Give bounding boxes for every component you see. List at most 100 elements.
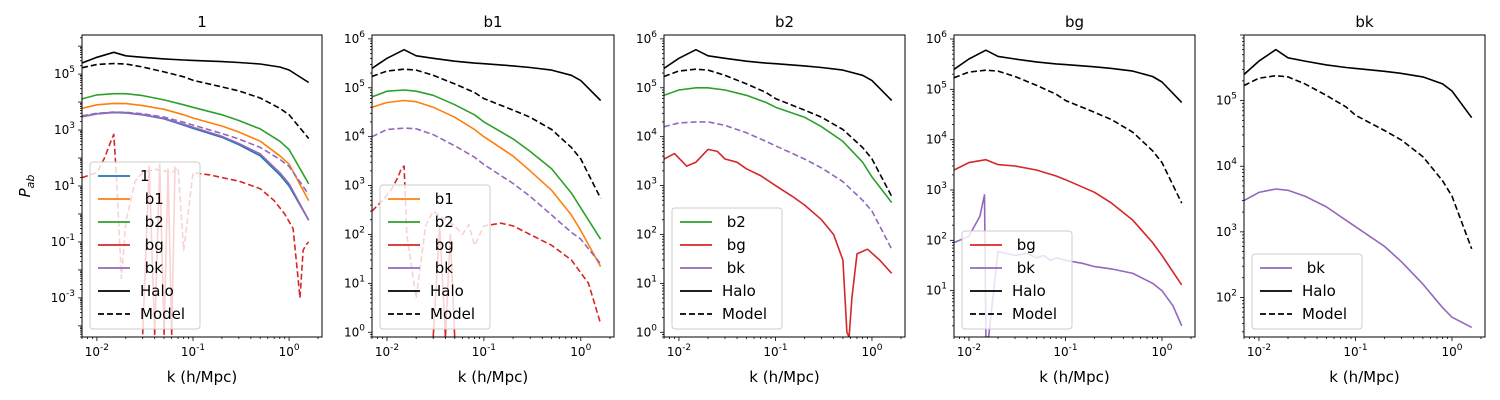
series-line-bk (1244, 188, 1473, 329)
y-tick-label: 105 (344, 79, 365, 95)
legend-box (961, 230, 1073, 330)
panel-3: 101 102 103 104 105 106 10-2 10-1 100 bg k (h/Mpc)… (926, 13, 1196, 386)
x-axis-label: k (h/Mpc) (458, 368, 528, 386)
y-tick-label: 102 (636, 225, 657, 241)
series-line-Halo-dashed (82, 62, 310, 140)
legend-label: b2 (140, 213, 164, 231)
x-tick-label: 10-1 (472, 343, 496, 359)
series-line-bg-dashed (82, 133, 310, 299)
x-axis-label: k (h/Mpc) (749, 368, 819, 386)
series-line-b2 (82, 92, 310, 185)
y-tick-label: 104 (344, 128, 365, 144)
series-line-Halo (954, 49, 1183, 103)
x-axis-label: k (h/Mpc) (1329, 368, 1399, 386)
series-line-bg (954, 158, 1183, 286)
y-tick-label: 106 (344, 30, 365, 46)
x-tick-label: 10-2 (667, 343, 691, 359)
legend-label: b1 (430, 190, 454, 208)
legend-label: b2 (430, 213, 454, 231)
legend-label: bk (1302, 259, 1325, 277)
y-tick-label: 103 (1216, 223, 1237, 239)
x-tick-label: 10-2 (1247, 343, 1271, 359)
x-tick-label: 10-1 (181, 343, 205, 359)
y-tick-label: 102 (344, 225, 365, 241)
y-axis-label: Pab (16, 175, 37, 198)
panel-2: 100 101 102 103 104 105 106 10-2 10-1 100 b2 k (h/M… (636, 13, 906, 386)
y-tick-label: 105 (636, 79, 657, 95)
y-tick-label: 104 (1216, 157, 1237, 173)
series-line-Halo (372, 48, 602, 102)
legend-label: bk (140, 259, 163, 277)
legend-label: bk (722, 259, 745, 277)
x-tick-label: 10-2 (85, 343, 109, 359)
legend-label: bg (140, 236, 164, 254)
legend-box (1251, 253, 1363, 330)
x-tick-label: 10-2 (375, 343, 399, 359)
y-tick-label: 104 (926, 131, 947, 147)
panel-title: 1 (197, 13, 207, 31)
legend-label: 1 (140, 167, 150, 185)
legend-box (89, 161, 201, 330)
axes-frame (371, 34, 615, 338)
y-tick-label: 103 (344, 177, 365, 193)
legend-label: Model (430, 305, 475, 323)
legend-label: Model (140, 305, 185, 323)
y-tick-label: 101 (344, 274, 365, 290)
panel-1: 100 101 102 103 104 105 106 10-2 10-1 100 b1 k (h/M… (344, 13, 615, 386)
series-line-Halo (82, 51, 310, 84)
y-tick-label: 102 (926, 231, 947, 247)
panel-title: bg (1065, 13, 1084, 31)
panel-0: 10-3 10-1 101 103 105 10-2 10-1 100 1 k (h/Mpc) 1 … (51, 13, 323, 386)
axes-frame (663, 34, 906, 338)
y-tick-label: 101 (926, 282, 947, 298)
x-tick-label: 100 (279, 343, 300, 359)
legend-label: Halo (1012, 282, 1046, 300)
legend-box (379, 184, 491, 330)
y-tick-label: 100 (344, 323, 365, 339)
series-line-bg-dashed (372, 165, 602, 324)
panel-title: b2 (775, 13, 794, 31)
legend-label: Halo (1302, 282, 1336, 300)
series-line-Halo-dashed (954, 69, 1183, 204)
x-tick-label: 10-1 (763, 343, 787, 359)
series-line-b2 (664, 87, 893, 203)
series-line-b2 (372, 89, 602, 240)
legend: bg bk Halo Model (961, 230, 1073, 330)
series-line-bk (82, 111, 310, 221)
plot-area (82, 51, 310, 336)
panel-title: bk (1355, 13, 1374, 31)
panel-4: 102 103 104 105 10-2 10-1 100 bk k (h/Mpc) bk Hal… (1216, 13, 1486, 386)
legend-label: bk (1012, 259, 1035, 277)
legend-label: bg (722, 236, 746, 254)
x-tick-label: 10-1 (1053, 343, 1077, 359)
series-line-b1 (82, 102, 310, 201)
legend-label: bk (430, 259, 453, 277)
y-tick-label: 103 (926, 181, 947, 197)
plot-area (372, 48, 602, 337)
legend: bk Halo Model (1251, 253, 1363, 330)
series-line-bk-dashed (664, 121, 893, 250)
y-tick-label: 105 (1216, 92, 1237, 108)
panel-title: b1 (483, 13, 502, 31)
legend-label: Model (1302, 305, 1347, 323)
series-line-bk-dashed (82, 111, 310, 195)
series-line-Halo (1244, 48, 1473, 119)
legend-label: b2 (722, 213, 746, 231)
series-line-bg (664, 148, 893, 337)
series-line-Halo (664, 48, 893, 102)
x-tick-label: 100 (861, 343, 882, 359)
legend: b2 bg bk Halo Model (671, 207, 783, 330)
x-tick-label: 100 (1151, 343, 1172, 359)
y-tick-label: 101 (54, 177, 75, 193)
legend-label: Halo (722, 282, 756, 300)
y-tick-label: 106 (926, 30, 947, 46)
axes-frame (953, 34, 1196, 338)
x-axis-label: k (h/Mpc) (167, 368, 237, 386)
legend-label: Halo (430, 282, 464, 300)
y-tick-label: 100 (636, 323, 657, 339)
legend-label: Model (1012, 305, 1057, 323)
y-tick-label: 104 (636, 128, 657, 144)
legend: 1 b1 b2 bg bk Halo Model (89, 161, 201, 330)
y-tick-label: 10-1 (51, 233, 75, 249)
